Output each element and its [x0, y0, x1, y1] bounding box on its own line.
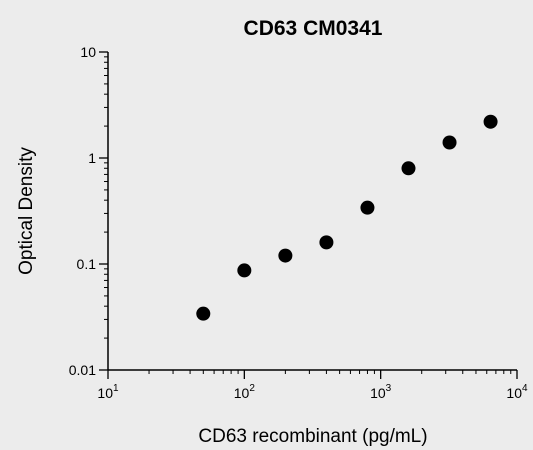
data-points: [196, 114, 498, 321]
data-point: [401, 161, 416, 176]
data-point: [360, 200, 375, 215]
y-axis-label: Optical Density: [16, 147, 37, 275]
data-point: [442, 135, 457, 150]
data-point: [278, 248, 293, 263]
y-tick-label: 10: [80, 44, 96, 60]
x-axis-ticks: 101 102 103 104: [97, 370, 528, 401]
data-point: [196, 306, 211, 321]
x-tick-label: 104: [506, 383, 528, 401]
x-axis-label: CD63 recombinant (pg/mL): [198, 426, 427, 447]
x-tick-label: 101: [97, 383, 119, 401]
y-tick-label: 0.1: [77, 256, 97, 272]
x-tick-label: 102: [234, 383, 256, 401]
y-tick-label: 1: [88, 150, 96, 166]
data-point: [237, 263, 252, 278]
chart-title: CD63 CM0341: [244, 17, 383, 40]
data-point: [483, 114, 498, 129]
y-axis-ticks: 0.01 0.1 1 10: [69, 44, 108, 378]
x-tick-label: 103: [370, 383, 392, 401]
data-point: [319, 235, 334, 250]
y-tick-label: 0.01: [69, 362, 96, 378]
